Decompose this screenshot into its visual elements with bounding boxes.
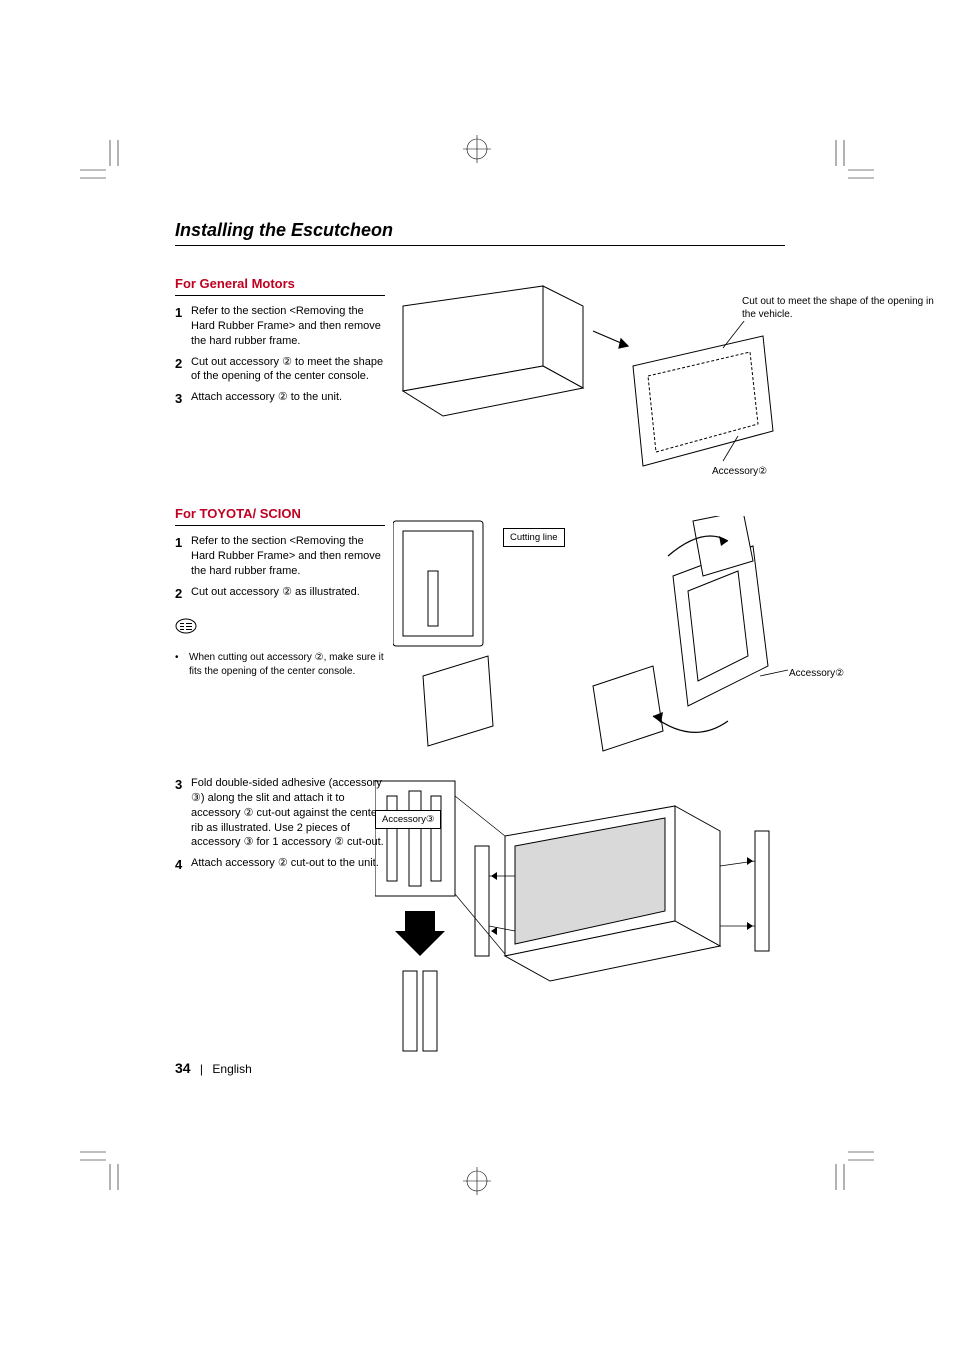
step-number: 2: [175, 585, 185, 603]
crop-mark-tl: [80, 140, 122, 182]
step-text: Attach accessory ② to the unit.: [191, 390, 342, 408]
step-text: Attach accessory ② cut-out to the unit.: [191, 856, 379, 874]
page-footer: 34 | English: [175, 1060, 252, 1076]
note-icon: [175, 618, 197, 639]
step-number: 1: [175, 304, 185, 349]
step-text: Cut out accessory ② to meet the shape of…: [191, 355, 385, 385]
cutting-line-label: Cutting line: [503, 528, 565, 547]
toyota-block: For TOYOTA/ SCION 1Refer to the section …: [175, 506, 785, 756]
footer-language: English: [212, 1062, 251, 1076]
toyota-note: • When cutting out accessory ②, make sur…: [175, 651, 385, 678]
gm-accessory-label: Accessory②: [710, 466, 769, 477]
toyota-accessory3-label: Accessory③: [375, 810, 441, 829]
step-number: 4: [175, 856, 185, 874]
step-text: Refer to the section <Removing the Hard …: [191, 304, 385, 349]
registration-mark-top: [463, 135, 491, 163]
page-number: 34: [175, 1060, 191, 1076]
step-number: 3: [175, 390, 185, 408]
toyota-figure-cut: [393, 516, 783, 756]
note-text: When cutting out accessory ②, make sure …: [189, 651, 385, 678]
crop-mark-tr: [832, 140, 874, 182]
toyota-steps-a: 1Refer to the section <Removing the Hard…: [175, 534, 385, 602]
toyota-steps-b: 3Fold double-sided adhesive (accessory ③…: [175, 776, 385, 874]
bullet-icon: •: [175, 651, 183, 678]
step-number: 3: [175, 776, 185, 850]
gm-steps: 1Refer to the section <Removing the Hard…: [175, 304, 385, 408]
gm-fig-note: Cut out to meet the shape of the opening…: [740, 296, 940, 321]
step-text: Fold double-sided adhesive (accessory ③)…: [191, 776, 385, 850]
page-title: Installing the Escutcheon: [175, 220, 785, 246]
gm-figure: [393, 276, 783, 486]
toyota-heading: For TOYOTA/ SCION: [175, 506, 385, 526]
crop-mark-br: [832, 1148, 874, 1190]
step-number: 2: [175, 355, 185, 385]
step-text: Cut out accessory ② as illustrated.: [191, 585, 360, 603]
crop-mark-bl: [80, 1148, 122, 1190]
registration-mark-bottom: [463, 1167, 491, 1195]
step-number: 1: [175, 534, 185, 579]
label-leader: [760, 656, 800, 686]
gm-heading: For General Motors: [175, 276, 385, 296]
step-text: Refer to the section <Removing the Hard …: [191, 534, 385, 579]
footer-separator: |: [194, 1062, 209, 1076]
gm-block: For General Motors 1Refer to the section…: [175, 276, 785, 486]
toyota-block-b: 3Fold double-sided adhesive (accessory ③…: [175, 776, 785, 1076]
